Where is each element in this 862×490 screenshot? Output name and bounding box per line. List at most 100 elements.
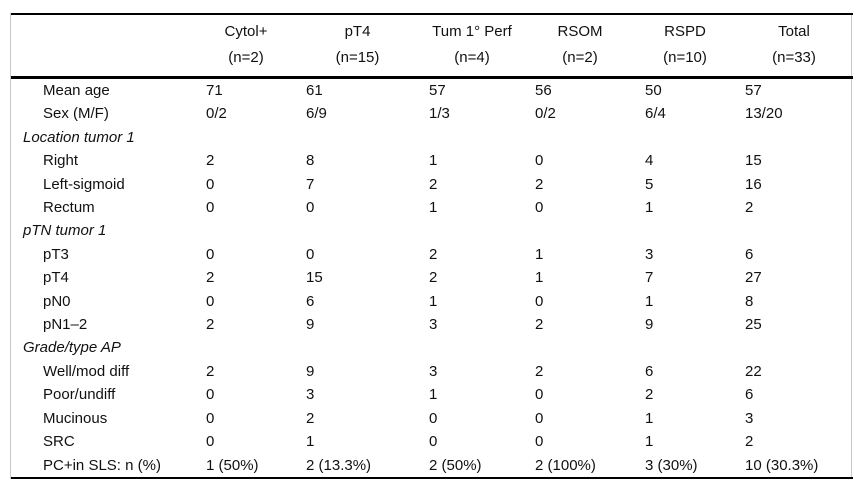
cell: 9 (306, 362, 315, 380)
cell (296, 336, 419, 359)
column-header-label: Cytol+ (224, 23, 268, 40)
cell: 2 (535, 175, 544, 193)
column-header-label: RSPD (664, 23, 706, 40)
cell: 1 (645, 292, 654, 310)
cell (635, 219, 735, 242)
cell: 6/9 (306, 105, 327, 123)
cell (419, 336, 525, 359)
column-header-label: Tum 1° Perf (432, 23, 512, 40)
row-label: Mean age (43, 82, 110, 99)
cell (419, 126, 525, 149)
cell: 0 (535, 292, 544, 310)
cell (419, 219, 525, 242)
cell: 2 (429, 175, 438, 193)
cell: 0 (535, 386, 544, 404)
column-header-n: (n=4) (454, 49, 490, 66)
cell: 0 (306, 199, 315, 217)
row-label: Sex (M/F) (43, 105, 109, 123)
cell: 0 (206, 386, 215, 404)
column-header: RSPD (n=10) (635, 14, 735, 79)
cell: 57 (429, 82, 446, 99)
table-row: pN1–2 2 9 3 2 9 25 (11, 313, 853, 336)
cell: 15 (306, 269, 323, 287)
table-body: Mean age 71 61 57 56 50 57 Sex (M/F) 0/2 6/9 1/3 0/… (11, 78, 853, 478)
cell: 2 (206, 152, 215, 170)
row-label: Left-sigmoid (43, 175, 125, 193)
cell: 0/2 (535, 105, 556, 123)
cell: 25 (745, 316, 762, 334)
cell (525, 219, 635, 242)
column-header: RSOM (n=2) (525, 14, 635, 79)
header-row: Cytol+ (n=2) pT4 (n=15) Tum 1° Perf (n=4) RSOM… (11, 14, 853, 79)
column-header-n: (n=15) (335, 49, 380, 66)
cell: 0 (206, 292, 215, 310)
table-row: pT3 0 0 2 1 3 6 (11, 243, 853, 266)
cell (735, 336, 853, 359)
cell (296, 126, 419, 149)
table-row: PC+in SLS: n (%) 1 (50%) 2 (13.3%) 2 (50%) 2… (11, 454, 853, 478)
cell: 71 (206, 82, 223, 99)
row-label: Well/mod diff (43, 362, 130, 380)
cell: 3 (30%) (645, 456, 698, 474)
cell: 3 (745, 409, 754, 427)
table-row: Rectum 0 0 1 0 1 2 (11, 196, 853, 219)
table-row: SRC 0 1 0 0 1 2 (11, 430, 853, 453)
cell: 0/2 (206, 105, 227, 123)
column-header: pT4 (n=15) (296, 14, 419, 79)
cell: 0 (535, 409, 544, 427)
table-row: Well/mod diff 2 9 3 2 6 22 (11, 360, 853, 383)
cell: 6 (306, 292, 315, 310)
cell: 10 (30.3%) (745, 456, 819, 474)
column-header-n: (n=2) (228, 49, 264, 66)
table-row: Right 2 8 1 0 4 15 (11, 149, 853, 172)
cell: 1 (429, 386, 438, 404)
cell: 0 (206, 409, 215, 427)
row-label: Rectum (43, 199, 95, 217)
section-row: Grade/type AP (11, 336, 853, 359)
cell: 0 (206, 245, 215, 263)
cell: 0 (206, 175, 215, 193)
cell: 0 (429, 433, 438, 451)
cell: 1/3 (429, 105, 450, 123)
cell (635, 126, 735, 149)
table-row: Mean age 71 61 57 56 50 57 (11, 78, 853, 103)
table-header: Cytol+ (n=2) pT4 (n=15) Tum 1° Perf (n=4) RSOM… (11, 14, 853, 79)
cell: 2 (645, 386, 654, 404)
cell: 1 (645, 199, 654, 217)
table-row: Left-sigmoid 0 7 2 2 5 16 (11, 173, 853, 196)
row-label: Mucinous (43, 409, 108, 427)
column-header: Cytol+ (n=2) (196, 14, 296, 79)
table-row: Poor/undiff 0 3 1 0 2 6 (11, 383, 853, 406)
section-label: Grade/type AP (23, 339, 121, 357)
cell: 56 (535, 82, 552, 99)
cell: 2 (745, 433, 754, 451)
row-label: pT3 (43, 245, 69, 263)
cell: 9 (306, 316, 315, 334)
cell: 3 (429, 316, 438, 334)
patient-characteristics-table: Cytol+ (n=2) pT4 (n=15) Tum 1° Perf (n=4) RSOM… (11, 13, 853, 479)
cell: 2 (100%) (535, 456, 596, 474)
cell: 2 (429, 245, 438, 263)
row-label: PC+in SLS: n (%) (43, 456, 161, 474)
cell: 5 (645, 175, 654, 193)
section-label: pTN tumor 1 (23, 222, 107, 240)
column-header-label: pT4 (344, 23, 371, 40)
cell: 50 (645, 82, 662, 99)
cell: 0 (535, 433, 544, 451)
cell: 61 (306, 82, 323, 99)
cell (196, 336, 296, 359)
row-label: Poor/undiff (43, 386, 116, 404)
cell: 0 (306, 245, 315, 263)
cell (196, 126, 296, 149)
cell (296, 219, 419, 242)
section-row: Location tumor 1 (11, 126, 853, 149)
row-label: SRC (43, 433, 75, 451)
section-row: pTN tumor 1 (11, 219, 853, 242)
cell: 0 (429, 409, 438, 427)
row-label: pN0 (43, 292, 71, 310)
cell: 2 (535, 316, 544, 334)
cell (525, 336, 635, 359)
cell (735, 126, 853, 149)
cell: 0 (535, 199, 544, 217)
